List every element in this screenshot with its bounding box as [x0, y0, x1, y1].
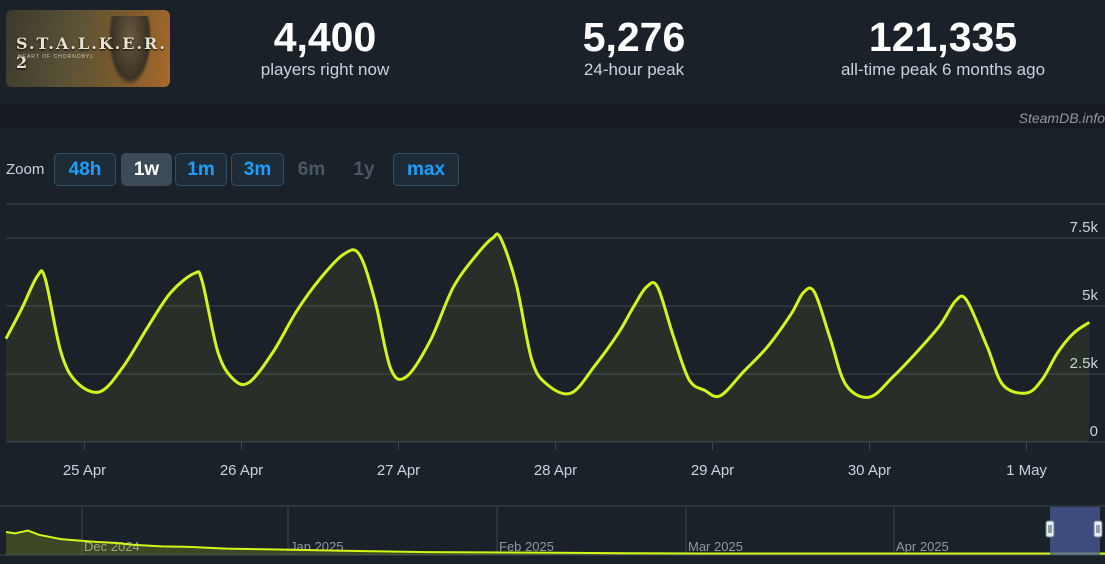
navigator-selection[interactable] — [1050, 507, 1100, 555]
x-tick-label: 29 Apr — [691, 462, 734, 479]
header: S.T.A.L.K.E.R. 2 HEART OF CHORNOBYL 4,40… — [0, 0, 1105, 104]
peak24-value: 5,276 — [582, 14, 686, 60]
alltime-label: all-time peak 6 months ago — [840, 60, 1046, 79]
stat-players-now: 4,400 players right now — [225, 14, 425, 80]
navigator-handle[interactable] — [1093, 520, 1103, 538]
navigator-handle[interactable] — [1045, 520, 1055, 538]
navigator-line — [5, 529, 1105, 555]
navigator-grid — [0, 505, 1105, 556]
x-tick-label: 28 Apr — [534, 462, 577, 479]
zoom-3m-button[interactable]: 3m — [231, 153, 284, 186]
game-logo-text: S.T.A.L.K.E.R. 2 — [16, 34, 167, 72]
alltime-value: 121,335 — [868, 14, 1018, 60]
steamdb-credit[interactable]: SteamDB.info — [1018, 110, 1105, 126]
zoom-max-button[interactable]: max — [393, 153, 459, 186]
y-tick-label: 0 — [1090, 423, 1098, 440]
player-area-fill — [6, 233, 1090, 442]
x-axis-ticks: 25 Apr 26 Apr 27 Apr 28 Apr 29 Apr 30 Apr 1 Ma… — [63, 442, 1047, 479]
peak24-label: 24-hour peak — [583, 60, 685, 79]
x-tick-label: 25 Apr — [63, 462, 106, 479]
x-tick-label: 1 May — [1006, 462, 1047, 479]
zoom-1m-button[interactable]: 1m — [175, 153, 227, 186]
x-tick-label: 27 Apr — [377, 462, 420, 479]
zoom-6m-button: 6m — [297, 159, 326, 180]
zoom-1w-button[interactable]: 1w — [121, 153, 172, 186]
navigator-area — [6, 530, 1105, 555]
x-tick-label: 30 Apr — [848, 462, 891, 479]
y-tick-label: 2.5k — [1070, 355, 1099, 372]
y-tick-label: 7.5k — [1070, 219, 1099, 236]
stat-all-time-peak: 121,335 all-time peak 6 months ago — [818, 14, 1068, 80]
navigator-handles — [1045, 520, 1103, 538]
players-now-value: 4,400 — [273, 14, 377, 60]
navigator-tick-label: Feb 2025 — [499, 539, 554, 554]
chart-toolbar-strip — [0, 104, 1105, 128]
zoom-48h-button[interactable]: 48h — [54, 153, 116, 186]
y-tick-label: 5k — [1082, 287, 1098, 304]
player-count-chart[interactable]: 0 2.5k 5k 7.5k 25 Apr 26 Apr 27 Apr 28 Apr 29 A… — [0, 200, 1105, 490]
navigator-tick-label: Apr 2025 — [896, 539, 949, 554]
zoom-label: Zoom — [6, 161, 45, 178]
player-count-line — [4, 232, 1091, 399]
stat-24h-peak: 5,276 24-hour peak — [534, 14, 734, 80]
game-logo[interactable]: S.T.A.L.K.E.R. 2 HEART OF CHORNOBYL — [6, 10, 170, 87]
game-logo-subtext: HEART OF CHORNOBYL — [18, 54, 95, 60]
y-axis-ticks: 0 2.5k 5k 7.5k — [1070, 219, 1099, 440]
x-tick-label: 26 Apr — [220, 462, 263, 479]
navigator-tick-label: Mar 2025 — [688, 539, 743, 554]
stalker-figure — [108, 16, 152, 86]
zoom-1y-button: 1y — [353, 159, 375, 180]
players-now-label: players right now — [260, 60, 390, 79]
